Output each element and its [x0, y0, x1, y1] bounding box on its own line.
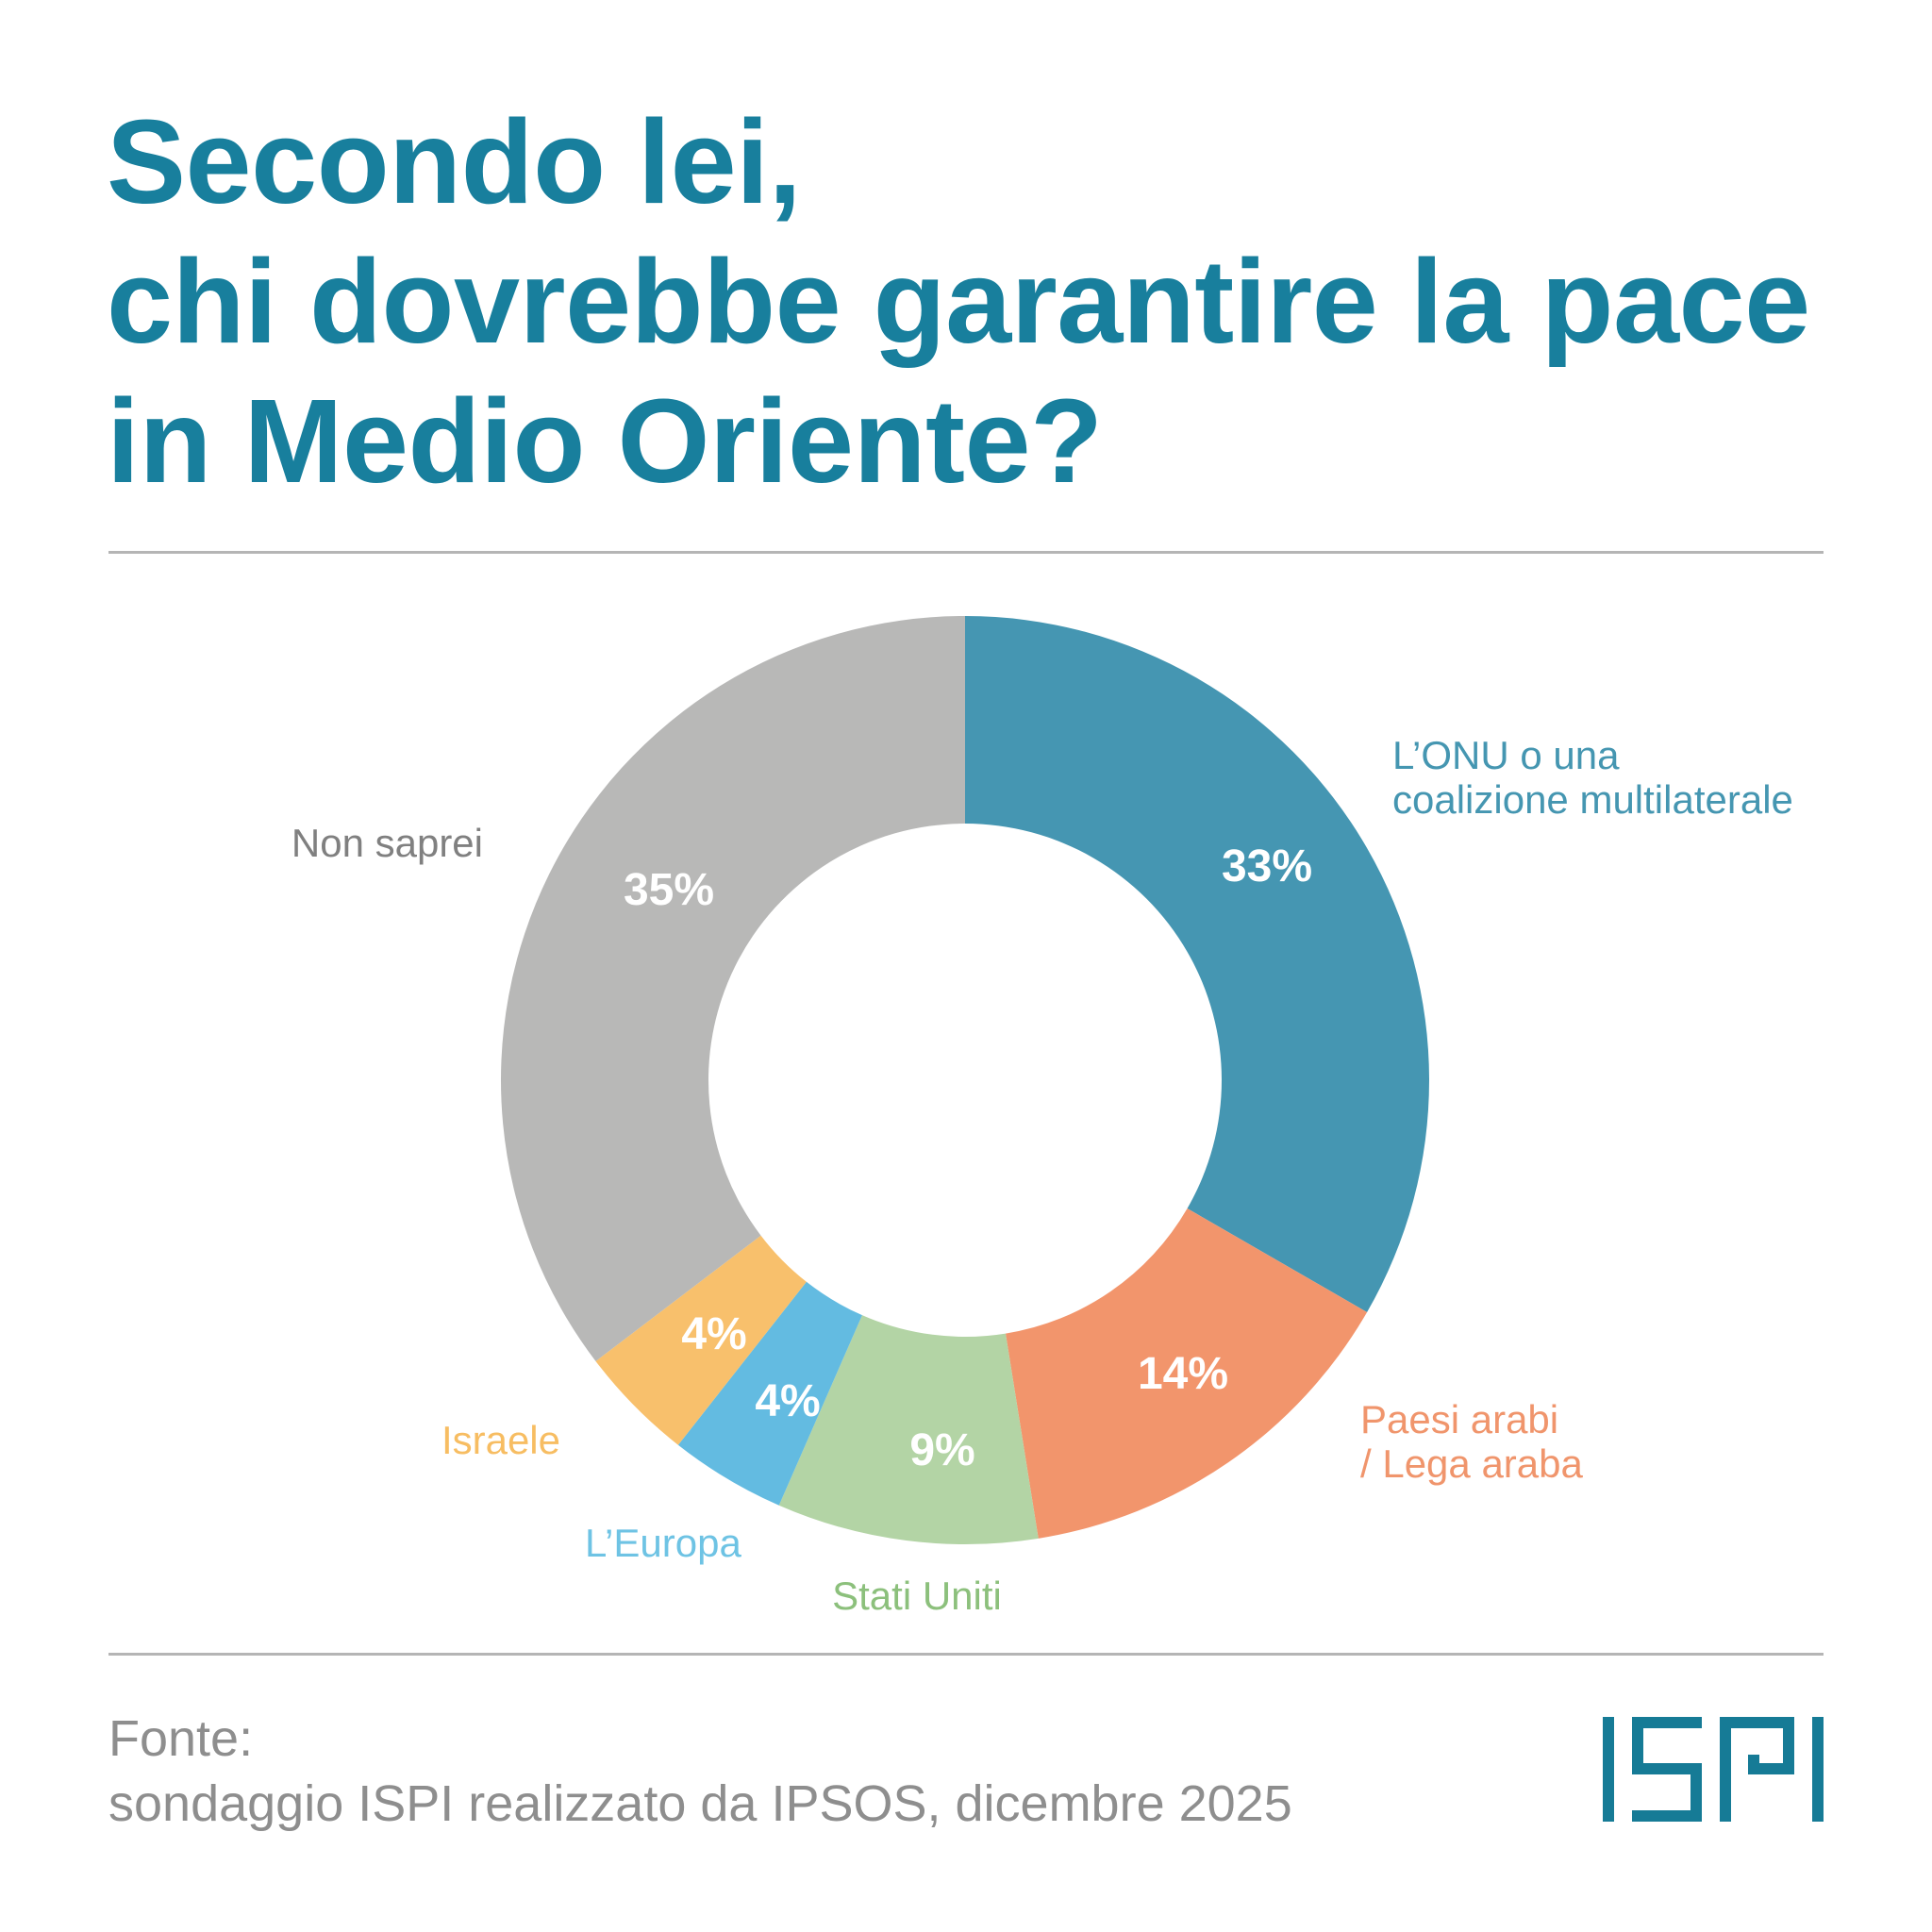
category-label-israele: Israele	[441, 1418, 560, 1462]
value-label-onu: 33%	[1222, 841, 1312, 891]
title-line-2: chi dovrebbe garantire la pace	[107, 235, 1810, 368]
bottom-divider	[108, 1653, 1824, 1656]
chart-title: Secondo lei, chi dovrebbe garantire la p…	[107, 92, 1810, 511]
title-line-3: in Medio Oriente?	[107, 375, 1103, 508]
category-label-non-saprei: Non saprei	[291, 821, 483, 865]
title-line-1: Secondo lei,	[107, 95, 802, 228]
value-label-paesi-arabi: 14%	[1138, 1349, 1228, 1399]
donut-slice-l-onu-o-una-coalizione-multilaterale	[965, 616, 1429, 1312]
donut-slice-israele	[595, 1235, 807, 1445]
donut-slice-non-saprei	[501, 616, 965, 1361]
top-divider	[108, 551, 1824, 554]
donut-slice-l-europa	[677, 1281, 862, 1506]
donut-slice-stati-uniti	[778, 1315, 1039, 1544]
value-label-non-saprei: 35%	[624, 865, 714, 915]
category-label-stati-uniti: Stati Uniti	[832, 1574, 1002, 1618]
source-text: sondaggio ISPI realizzato da IPSOS, dice…	[108, 1775, 1292, 1832]
category-label-paesi-arabi-line-2: / Lega araba	[1360, 1441, 1584, 1486]
category-label-onu-line-1: L’ONU o una	[1392, 733, 1620, 777]
ispi-logo	[1603, 1717, 1824, 1822]
donut-slices	[501, 616, 1429, 1544]
category-label-paesi-arabi-line-1: Paesi arabi	[1360, 1397, 1558, 1441]
category-label-europa: L’Europa	[585, 1521, 741, 1565]
value-label-europa: 4%	[755, 1376, 820, 1426]
donut-slice-paesi-arabi-lega-araba	[1005, 1208, 1368, 1539]
category-label-onu-line-2: coalizione multilaterale	[1392, 777, 1793, 822]
value-label-israele: 4%	[681, 1309, 746, 1359]
source-label: Fonte:	[108, 1710, 254, 1767]
value-label-stati-uniti: 9%	[909, 1425, 974, 1475]
